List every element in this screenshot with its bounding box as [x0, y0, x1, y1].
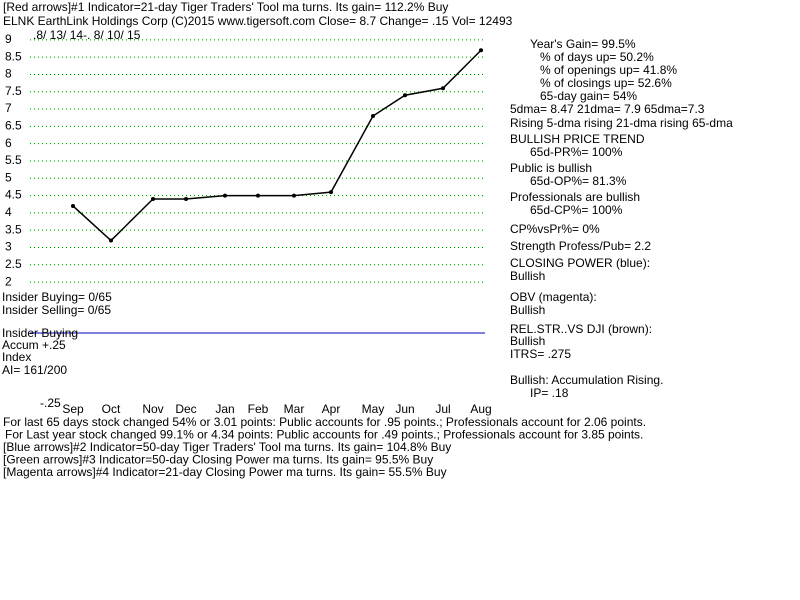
- y-tick-label: 2.5: [5, 257, 22, 271]
- price-point: [329, 190, 333, 195]
- price-point: [403, 93, 407, 98]
- y-tick-label: 6.5: [5, 119, 22, 133]
- price-point: [151, 197, 155, 202]
- x-tick-label: Oct: [102, 402, 121, 416]
- footer-line: For Last year stock changed 99.1% or 4.3…: [5, 428, 643, 442]
- stat-line: % of days up= 50.2%: [540, 50, 654, 64]
- x-tick-label: Nov: [142, 402, 163, 416]
- stat-line: Year's Gain= 99.5%: [530, 37, 636, 51]
- y-tick-label: 8.5: [5, 49, 22, 63]
- price-point: [71, 203, 75, 208]
- stat-line: Professionals are bullish: [510, 190, 640, 204]
- price-line: [72, 49, 482, 242]
- stat-line: 65d-CP%= 100%: [530, 203, 623, 217]
- stat-line: Public is bullish: [510, 161, 592, 175]
- price-point: [109, 238, 113, 243]
- x-tick-label: Dec: [175, 402, 196, 416]
- price-point: [184, 197, 188, 202]
- y-tick-label: 6: [5, 136, 12, 150]
- stat-line: REL.STR..VS DJI (brown):: [510, 322, 652, 336]
- x-tick-label: Jan: [215, 402, 234, 416]
- x-tick-label: Feb: [248, 402, 269, 416]
- price-point: [256, 193, 260, 198]
- stat-line: Bullish: [510, 303, 545, 317]
- y-tick-label: 2: [5, 274, 12, 288]
- stat-line: Rising 5-dma rising 21-dma rising 65-dma: [510, 116, 733, 130]
- y-tick-label: 4: [5, 205, 12, 219]
- x-tick-label: Jul: [435, 402, 450, 416]
- stat-line: % of closings up= 52.6%: [540, 76, 672, 90]
- stat-line: CLOSING POWER (blue):: [510, 256, 650, 270]
- stat-line: 65d-PR%= 100%: [530, 145, 623, 159]
- price-point: [441, 86, 445, 91]
- price-point: [479, 48, 483, 53]
- price-point: [371, 113, 375, 118]
- stat-line: BULLISH PRICE TREND: [510, 132, 645, 146]
- stat-line: 65-day gain= 54%: [540, 89, 637, 103]
- y-tick-label: 7: [5, 101, 12, 115]
- y-tick-label: 7.5: [5, 84, 22, 98]
- x-tick-label: Jun: [395, 402, 414, 416]
- date-range: .8/ 13/ 14-. 8/ 10/ 15: [33, 28, 141, 42]
- stat-line: ITRS= .275: [510, 347, 571, 361]
- x-tick-label: Aug: [470, 402, 491, 416]
- y-tick-label: 5.5: [5, 153, 22, 167]
- x-tick-label: Mar: [284, 402, 305, 416]
- stat-line: % of openings up= 41.8%: [540, 63, 677, 77]
- stat-line: Bullish: [510, 334, 545, 348]
- stat-line: Bullish: Accumulation Rising.: [510, 373, 663, 387]
- stat-line: IP= .18: [530, 386, 569, 400]
- x-tick-label: Apr: [322, 402, 341, 416]
- y-tick-label: 9: [5, 32, 12, 46]
- panel-label: Accum +.25: [2, 338, 66, 352]
- stat-line: Bullish: [510, 269, 545, 283]
- price-point: [223, 193, 227, 198]
- y-tick-label: 8: [5, 67, 12, 81]
- panel-label: Insider Buying: [2, 326, 78, 340]
- y-tick-label: 4.5: [5, 188, 22, 202]
- panel-label: AI= 161/200: [2, 363, 67, 377]
- y-tick-label: 3: [5, 240, 12, 254]
- panel-label: Insider Selling= 0/65: [2, 303, 111, 317]
- stat-line: OBV (magenta):: [510, 290, 597, 304]
- header-line: [Red arrows]#1 Indicator=21-day Tiger Tr…: [3, 0, 448, 14]
- stat-line: Strength Profess/Pub= 2.2: [510, 239, 651, 253]
- y-tick-label: 3.5: [5, 222, 22, 236]
- footer-line: For last 65 days stock changed 54% or 3.…: [3, 415, 646, 429]
- footer-line: [Magenta arrows]#4 Indicator=21-day Clos…: [3, 465, 447, 479]
- price-point: [292, 193, 296, 198]
- header-line: ELNK EarthLink Holdings Corp (C)2015 www…: [3, 14, 513, 28]
- panel-label: Insider Buying= 0/65: [2, 290, 112, 304]
- x-tick-label: Sep: [62, 402, 84, 416]
- x-tick-label: May: [362, 402, 385, 416]
- y-tick-label: 5: [5, 170, 12, 184]
- footer-line: [Green arrows]#3 Indicator=50-day Closin…: [3, 453, 433, 467]
- stat-line: CP%vsPr%= 0%: [510, 222, 600, 236]
- stat-line: 5dma= 8.47 21dma= 7.9 65dma=7.3: [510, 102, 705, 116]
- footer-line: [Blue arrows]#2 Indicator=50-day Tiger T…: [3, 440, 451, 454]
- panel-label: -.25: [40, 396, 61, 410]
- panel-label: Index: [2, 350, 31, 364]
- stat-line: 65d-OP%= 81.3%: [530, 174, 627, 188]
